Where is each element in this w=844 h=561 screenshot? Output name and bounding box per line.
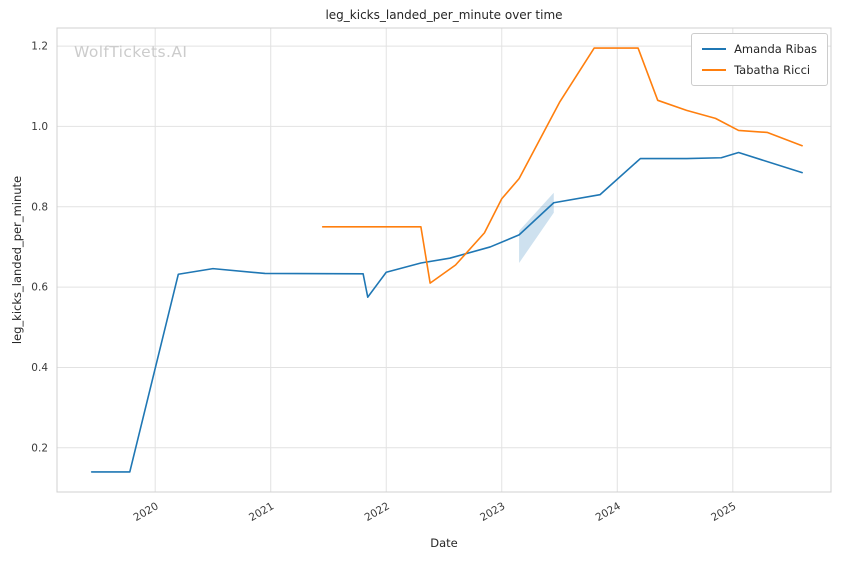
legend-item: Tabatha Ricci [702, 63, 817, 77]
x-tick-label: 2022 [363, 500, 392, 524]
series-line [90, 151, 803, 473]
y-tick-label: 0.2 [31, 442, 48, 454]
y-tick-label: 0.6 [31, 282, 48, 294]
x-axis-label: Date [430, 536, 458, 550]
legend-line-swatch [702, 48, 727, 50]
y-tick-label: 1.2 [31, 41, 48, 53]
x-tick-label: 2021 [247, 500, 276, 524]
y-tick-label: 0.4 [31, 362, 48, 374]
x-tick-label: 2023 [478, 500, 507, 524]
y-axis-label: leg_kicks_landed_per_minute [10, 175, 24, 345]
y-tick-label: 0.8 [31, 201, 48, 213]
legend-item: Amanda Ribas [702, 42, 817, 56]
legend-label: Amanda Ribas [734, 42, 817, 56]
x-tick-label: 2020 [132, 500, 161, 524]
x-tick-label: 2025 [709, 500, 738, 524]
legend-line-swatch [702, 69, 727, 71]
chart-title: leg_kicks_landed_per_minute over time [325, 8, 563, 22]
series-line [321, 47, 803, 284]
legend-label: Tabatha Ricci [734, 63, 811, 77]
legend: Amanda Ribas Tabatha Ricci [691, 33, 828, 86]
x-tick-label: 2024 [594, 500, 623, 524]
plot-background [57, 28, 831, 492]
watermark: WolfTickets.AI [74, 43, 188, 61]
plot-border [56, 27, 832, 493]
y-tick-label: 1.0 [31, 121, 48, 133]
